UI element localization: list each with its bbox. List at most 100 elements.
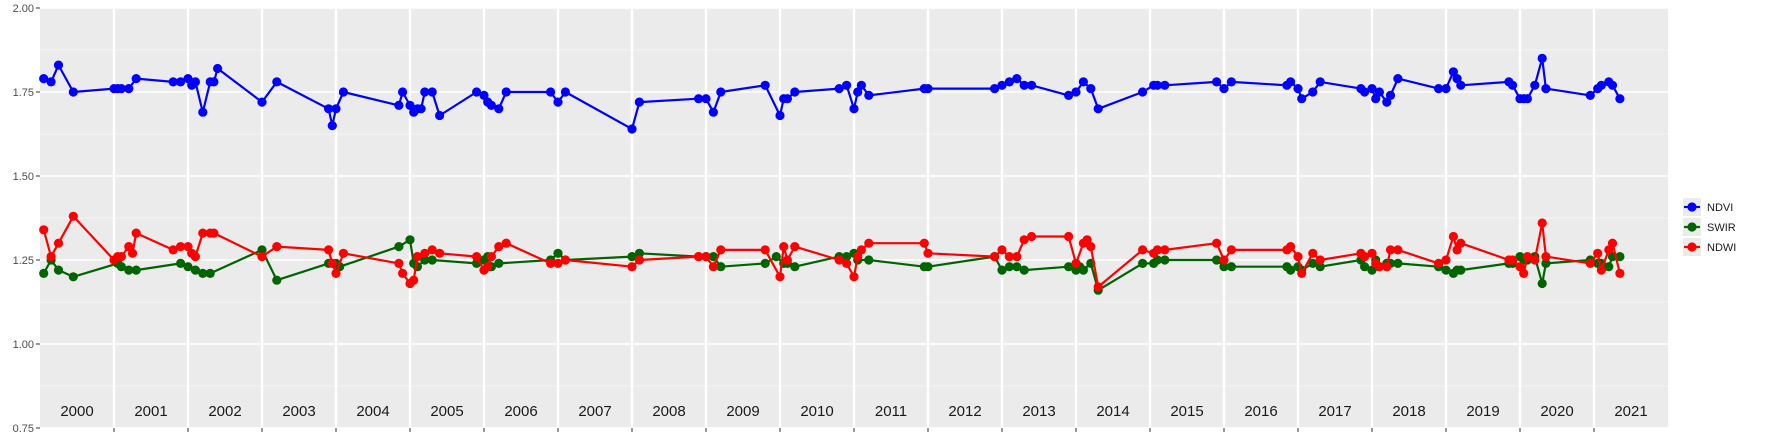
year-label: 2007 [578,403,611,420]
data-point [1012,262,1022,272]
data-point [760,245,770,255]
data-point [923,84,933,94]
year-label: 2009 [726,403,759,420]
data-point [1219,262,1229,272]
data-point [627,124,637,134]
data-point [1537,218,1547,228]
data-point [190,77,200,87]
data-point [1515,262,1525,272]
data-point [1541,252,1551,262]
data-point [1012,252,1022,262]
data-point [1093,104,1103,114]
series-line [43,57,1621,131]
data-point [1434,84,1444,94]
year-label: 2012 [948,403,981,420]
data-point [272,275,282,285]
data-point [46,252,56,262]
data-point [1508,80,1518,90]
data-point [272,242,282,252]
data-point [708,262,719,272]
data-point [708,107,719,117]
data-point [1434,258,1444,268]
year-label: 2017 [1318,403,1351,420]
year-label: 2021 [1614,403,1647,420]
data-point [856,80,867,90]
year-labels: 2000 2001 2002 2003 2004 2005 2006 2007 2008 2009… [60,403,1647,420]
data-point [1519,268,1529,278]
data-point [213,63,223,74]
data-point [1293,252,1303,262]
data-point [420,255,430,265]
data-point [701,94,711,104]
data-point [1382,262,1392,272]
data-point [124,265,134,275]
data-point [39,268,49,278]
data-point [1019,235,1029,245]
data-point [1452,74,1462,84]
year-label: 2018 [1392,403,1425,420]
legend-label: NDVI [1707,202,1733,214]
data-point [1537,278,1547,289]
data-point [1596,80,1606,90]
data-point [472,252,482,262]
data-point [435,110,445,121]
data-point [864,238,874,248]
data-point [398,87,408,97]
y-tick-label: 2.00 [13,3,34,15]
data-point [553,258,563,268]
data-point [39,225,49,235]
data-point [919,238,929,248]
data-point [856,245,867,255]
data-point [68,272,78,282]
data-point [1448,231,1458,242]
data-point [331,268,341,278]
data-point [842,252,852,262]
data-point [1371,94,1381,104]
data-point [327,258,337,268]
data-point [1393,74,1403,84]
data-point [990,252,1000,262]
data-point [427,245,437,255]
data-point [701,252,711,262]
data-point [834,255,844,265]
data-point [394,100,404,110]
data-point [1297,268,1307,278]
data-point [1071,258,1081,268]
data-point [1138,258,1148,268]
data-point [1315,262,1325,272]
data-point [338,248,348,258]
y-tick-label: 1.25 [13,255,34,267]
data-point [1064,231,1074,242]
data-point [760,80,770,90]
data-point [1308,248,1318,258]
data-point [68,211,78,221]
data-point [997,80,1007,90]
data-point [257,97,267,107]
data-point [1308,87,1318,97]
series-ndwi [39,211,1625,292]
data-point [1530,255,1540,265]
data-point [1219,84,1229,94]
data-point [1452,245,1462,255]
data-point [853,252,863,262]
year-label: 2010 [800,403,833,420]
data-point [1541,84,1551,94]
data-point [1152,245,1162,255]
data-point [546,87,556,97]
data-point [176,77,186,87]
data-point [627,252,637,262]
data-point [198,268,208,278]
data-point [1160,80,1170,90]
year-label: 2016 [1244,403,1277,420]
data-point [190,252,200,262]
data-point [183,262,193,272]
data-point [634,97,645,107]
data-point [1367,248,1377,258]
data-point [394,242,404,252]
data-point [331,104,341,114]
data-point [1071,87,1081,97]
data-point [546,258,556,268]
data-point [842,258,852,268]
data-point [190,265,200,275]
